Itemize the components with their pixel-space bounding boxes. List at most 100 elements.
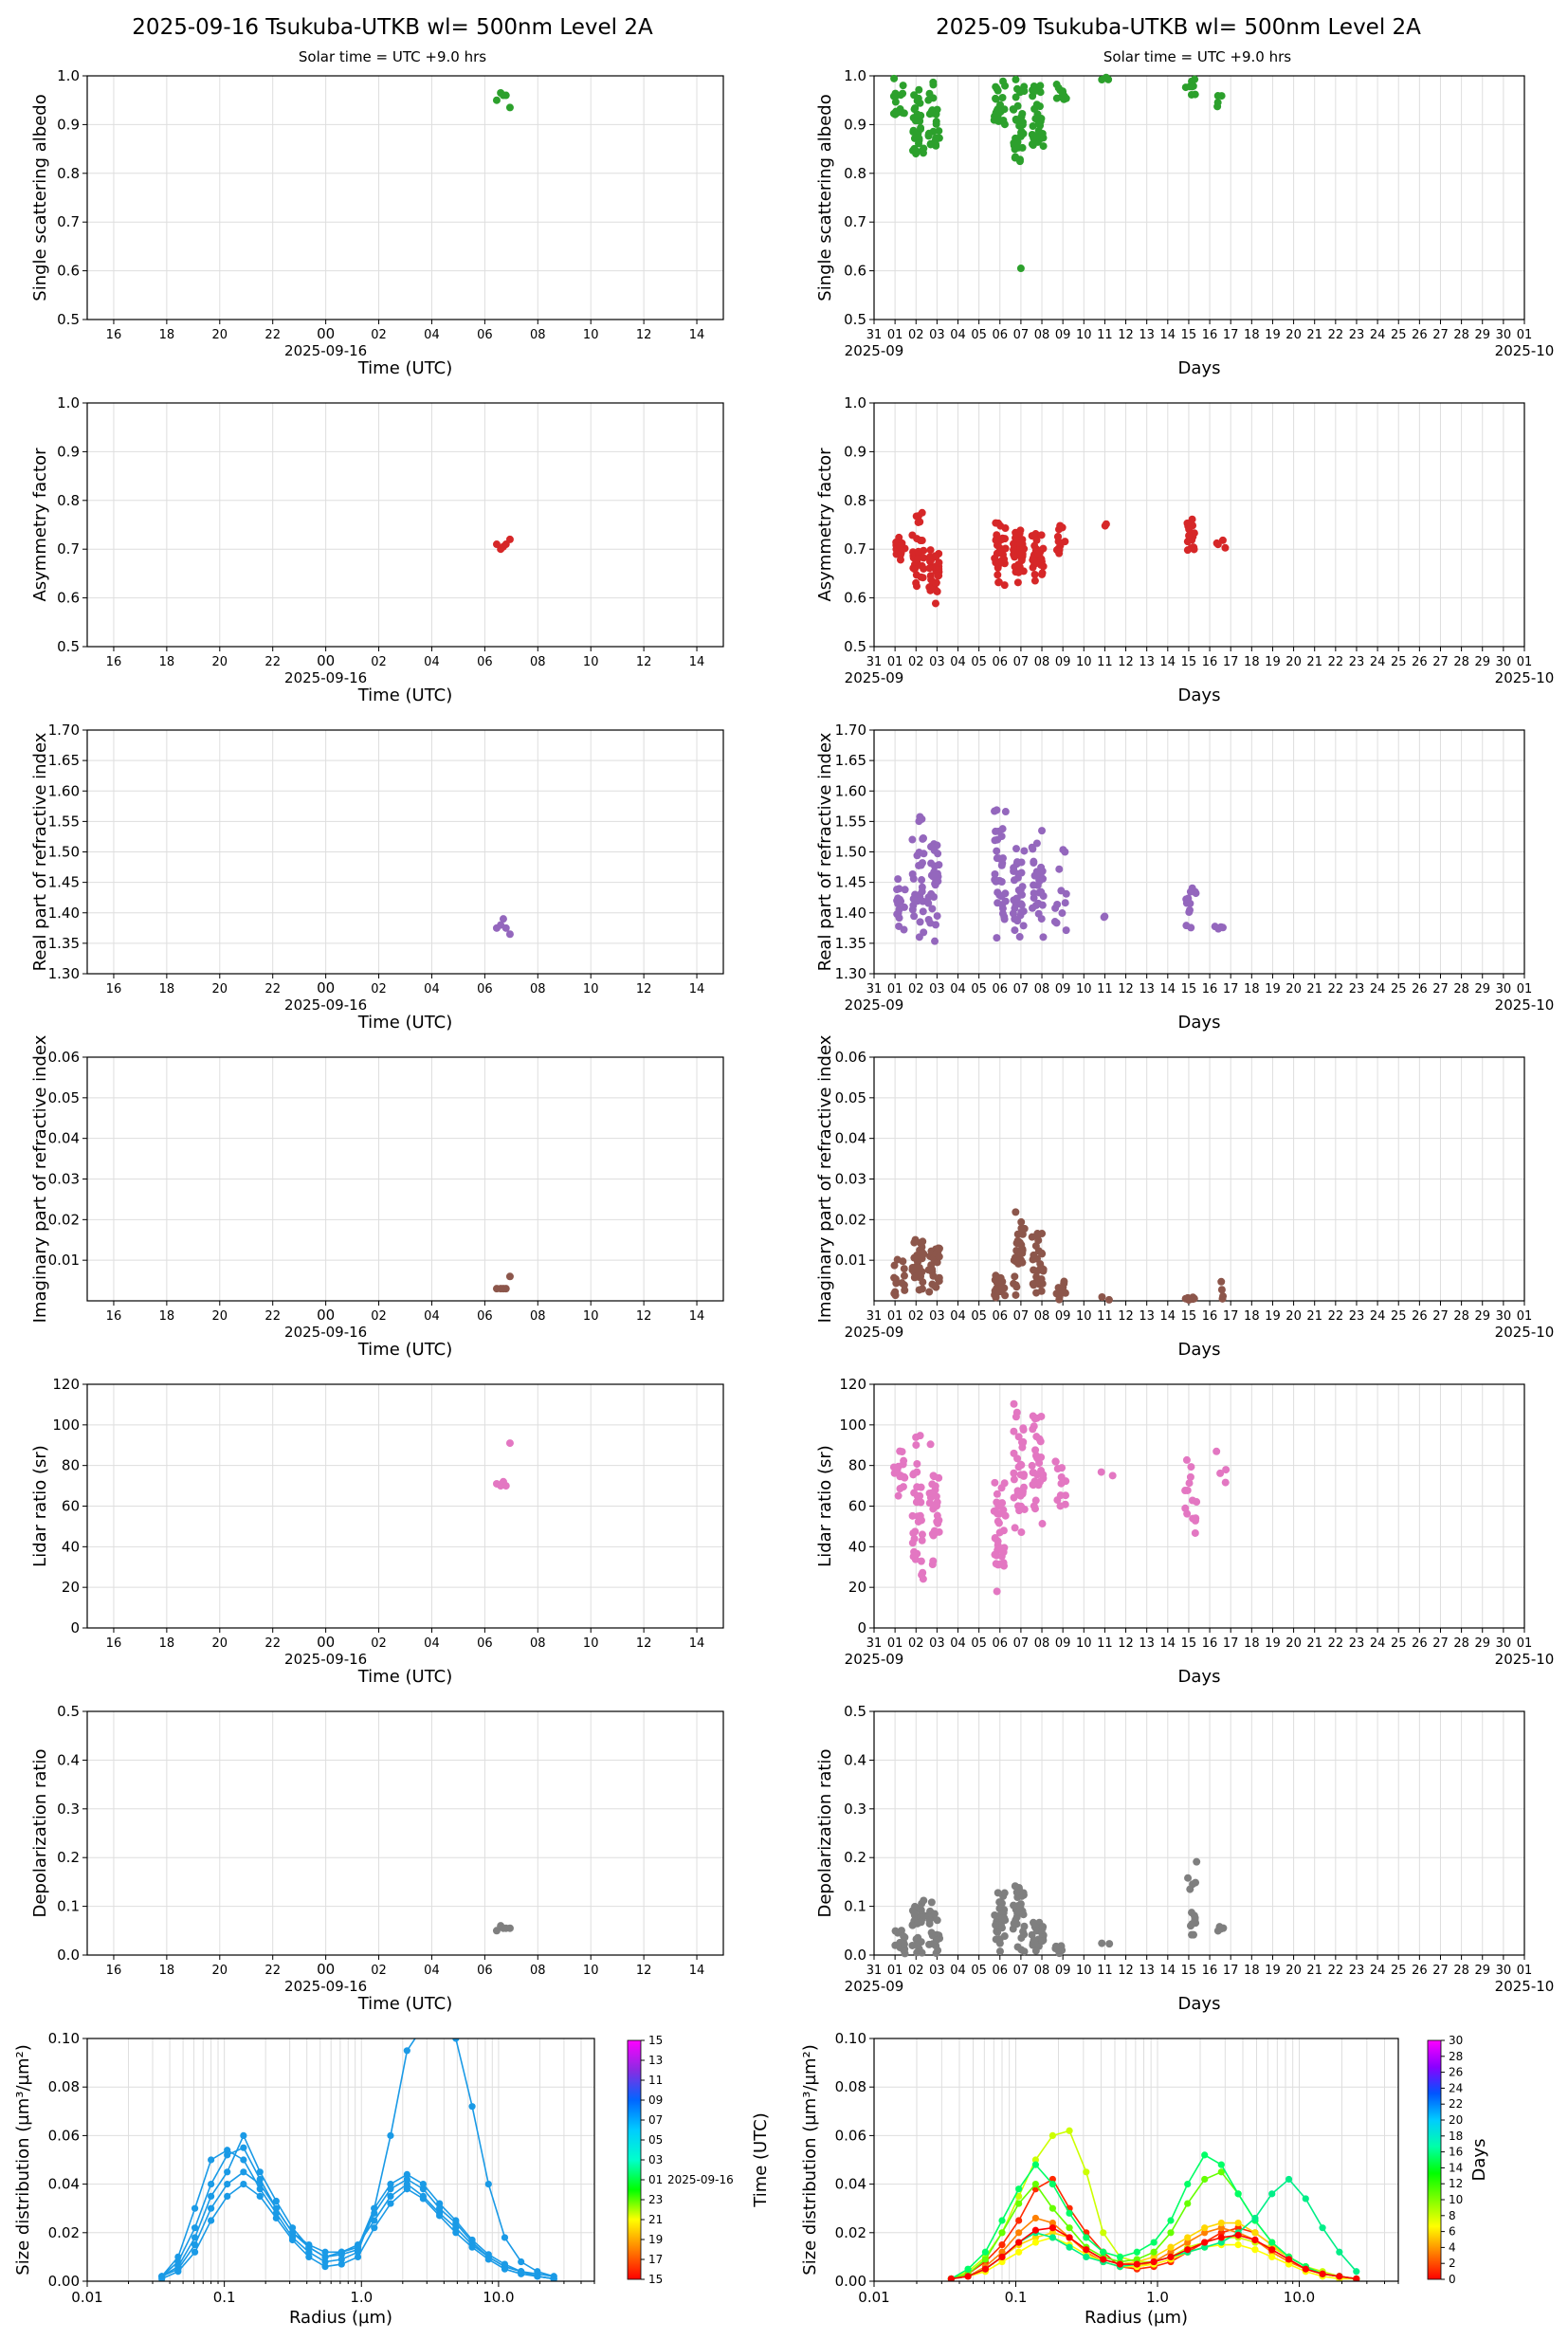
x-tick-label: 20 — [1285, 328, 1302, 342]
lidar-monthly-point — [894, 1462, 903, 1471]
y-tick-label: 0.10 — [48, 2030, 80, 2047]
depol-monthly-point — [1016, 1903, 1025, 1911]
size-series-point — [256, 2175, 264, 2184]
ssa-monthly-point — [1038, 129, 1047, 137]
depol-monthly-point — [1011, 1882, 1019, 1891]
axes-frame — [873, 75, 1525, 320]
iri-monthly-point — [935, 1252, 943, 1261]
size-series-point — [321, 2258, 329, 2266]
lidar-monthly-point — [913, 1491, 921, 1500]
y-tick-label: 0.3 — [57, 1801, 80, 1818]
x-tick-label: 02 — [908, 1309, 924, 1324]
x-tick-label: 09 — [1055, 328, 1071, 342]
lidar-monthly-point — [994, 1509, 1002, 1518]
y-tick-label: 1.30 — [48, 965, 80, 982]
x-tick-label: 17 — [1223, 982, 1239, 996]
size-series-point — [305, 2243, 313, 2251]
y-tick-label: 1.30 — [835, 965, 866, 982]
rri-monthly-point — [1055, 865, 1064, 873]
size-series-point — [998, 2253, 1006, 2260]
x-tick-label: 05 — [971, 1309, 987, 1324]
y-tick-label: 0.5 — [57, 311, 80, 328]
ssa-monthly-point — [927, 107, 936, 116]
y-tick-label: 0.04 — [835, 2176, 866, 2193]
x-tick-label: 23 — [1349, 1309, 1365, 1324]
rri-monthly-point — [908, 870, 917, 879]
x-tick-label: 08 — [530, 1309, 546, 1324]
x-tick-label: 1.0 — [350, 2289, 373, 2306]
size-series-point — [208, 2204, 215, 2212]
size-series-point — [1184, 2181, 1192, 2188]
size-series-point — [1100, 2229, 1107, 2237]
size-series-point — [1167, 2253, 1175, 2260]
x-tick-label: 12 — [1118, 655, 1134, 669]
x-tick-label: 12 — [636, 982, 652, 996]
x-tick-label: 31 — [866, 982, 883, 996]
size-series-point — [305, 2253, 313, 2260]
lidar-monthly-point — [1187, 1463, 1195, 1472]
rri-monthly-point — [900, 903, 908, 911]
solar-time-right: Solar time = UTC +9.0 hrs — [1103, 48, 1291, 65]
size-series-point — [1302, 2195, 1309, 2203]
lidar-monthly-point — [898, 1448, 906, 1456]
rri-monthly-point — [918, 859, 926, 868]
asy-monthly-point — [1016, 539, 1025, 547]
x-tick-label: 07 — [1013, 982, 1030, 996]
size-series-point — [337, 2260, 345, 2268]
x-tick-label: 16 — [106, 982, 122, 996]
size-series-point — [403, 2047, 410, 2055]
size-series-point — [1217, 2229, 1225, 2237]
date-label-end: 2025-10 — [1495, 669, 1555, 686]
x-tick-label: 18 — [1244, 1964, 1260, 1978]
depol-monthly-point — [1000, 1932, 1009, 1941]
ssa-monthly-point — [1213, 92, 1222, 101]
date-label-end: 2025-10 — [1495, 1324, 1555, 1341]
size-series-point — [1217, 2161, 1225, 2168]
date-label-end: 2025-10 — [1495, 996, 1555, 1014]
lidar-monthly-point — [1019, 1483, 1028, 1491]
size-series-point — [1031, 2156, 1040, 2164]
rri-monthly-point — [993, 847, 1001, 855]
y-tick-label: 1.70 — [835, 722, 866, 739]
x-tick-label: 26 — [1412, 982, 1428, 996]
depol-monthly-point — [933, 1916, 941, 1925]
y-tick-label: 20 — [62, 1579, 80, 1596]
size-series-point — [240, 2168, 247, 2176]
x-tick-label: 02 — [371, 1964, 387, 1978]
x-tick-label: 25 — [1391, 1309, 1407, 1324]
lidar-monthly-point — [1030, 1481, 1038, 1490]
ssa-monthly-point — [1213, 99, 1222, 107]
x-tick-label: 15 — [1181, 328, 1197, 342]
x-tick-label: 31 — [866, 655, 883, 669]
rri-monthly-point — [1001, 889, 1010, 898]
y-tick-label: 0.2 — [57, 1849, 80, 1866]
x-tick-label: 10 — [583, 1309, 599, 1324]
y-axis-label: Size distribution (µm³/µm²) — [13, 2044, 33, 2275]
size-series-point — [387, 2200, 394, 2207]
x-tick-label: 02 — [371, 655, 387, 669]
x-tick-label: 08 — [1034, 1964, 1050, 1978]
x-tick-label: 15 — [1181, 1636, 1197, 1651]
x-tick-label: 06 — [477, 1309, 493, 1324]
x-tick-label: 22 — [1328, 1964, 1344, 1978]
y-tick-label: 0.3 — [844, 1801, 866, 1818]
depol-monthly-point — [1188, 1920, 1196, 1929]
rri-monthly-point — [1030, 881, 1038, 889]
rri-monthly-point — [1062, 926, 1070, 935]
x-tick-label: 02 — [371, 982, 387, 996]
y-tick-label: 0.00 — [48, 2273, 80, 2290]
ssa-monthly-point — [1029, 141, 1037, 150]
ssa-monthly-point — [913, 97, 921, 105]
lidar-monthly-point — [1222, 1466, 1231, 1474]
asy-monthly-point — [1001, 544, 1010, 553]
iri-monthly-point — [1218, 1294, 1227, 1303]
colorbar-tick-label: 22 — [1449, 2097, 1463, 2111]
asy-daily-point — [505, 535, 514, 543]
y-tick-label: 0.9 — [57, 116, 80, 133]
date-label-end: 2025-10 — [1495, 1978, 1555, 1995]
ssa-monthly-point — [932, 134, 940, 142]
y-tick-label: 0.05 — [835, 1089, 866, 1106]
colorbar-tick-label: 30 — [1449, 2034, 1463, 2047]
x-tick-label: 11 — [1097, 1964, 1113, 1978]
